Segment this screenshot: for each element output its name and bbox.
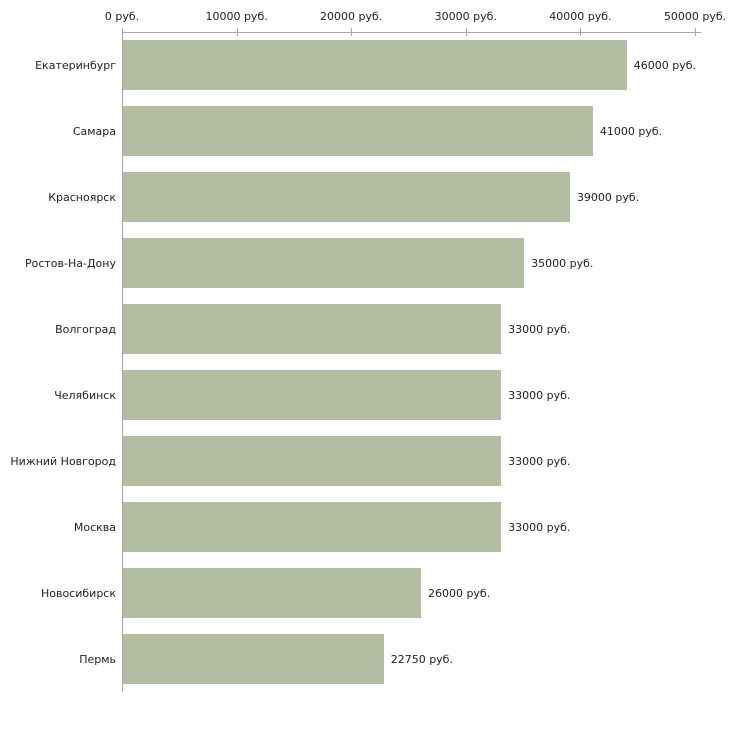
bar-row: Нижний Новгород 33000 руб. xyxy=(0,428,730,494)
bar xyxy=(123,304,502,354)
bar-row: Новосибирск 26000 руб. xyxy=(0,560,730,626)
x-tick-mark xyxy=(465,28,467,36)
value-label: 33000 руб. xyxy=(508,388,571,402)
bar-row: Ростов-На-Дону 35000 руб. xyxy=(0,230,730,296)
x-axis-line xyxy=(122,32,701,33)
value-label: 39000 руб. xyxy=(576,190,640,204)
bar-row: Волгоград 33000 руб. xyxy=(0,296,730,362)
bar xyxy=(123,172,570,222)
x-tick-label: 20000 руб. xyxy=(320,10,383,23)
value-label: 22750 руб. xyxy=(390,652,453,666)
category-label: Москва xyxy=(73,520,116,534)
category-label: Самара xyxy=(72,124,116,138)
x-tick-mark xyxy=(236,28,238,36)
bar-row: Москва 33000 руб. xyxy=(0,494,730,560)
x-tick-mark xyxy=(122,28,123,36)
bar xyxy=(123,502,502,552)
category-label: Ростов-На-Дону xyxy=(24,256,116,270)
plot-area: 41000 руб. xyxy=(123,106,696,156)
plot-area: 33000 руб. xyxy=(123,502,696,552)
category-label: Красноярск xyxy=(48,190,116,204)
x-tick-mark xyxy=(351,28,353,36)
category-label: Пермь xyxy=(79,652,116,666)
value-label: 33000 руб. xyxy=(508,520,571,534)
x-tick-mark xyxy=(695,28,696,36)
category-label: Новосибирск xyxy=(40,586,116,600)
category-label: Екатеринбург xyxy=(35,58,116,72)
value-label: 33000 руб. xyxy=(508,322,571,336)
bar-row: Екатеринбург 46000 руб. xyxy=(0,32,730,98)
bar-row: Красноярск 39000 руб. xyxy=(0,164,730,230)
bar xyxy=(123,436,502,486)
plot-area: 26000 руб. xyxy=(123,568,696,618)
x-tick-label: 0 руб. xyxy=(104,10,140,23)
category-label: Челябинск xyxy=(54,388,116,402)
plot-area: 22750 руб. xyxy=(123,634,696,684)
bar xyxy=(123,568,421,618)
plot-area: 33000 руб. xyxy=(123,304,696,354)
value-label: 26000 руб. xyxy=(427,586,491,600)
plot-area: 39000 руб. xyxy=(123,172,696,222)
bar xyxy=(123,106,593,156)
bar-row: Самара 41000 руб. xyxy=(0,98,730,164)
value-label: 35000 руб. xyxy=(531,256,594,270)
bar-row: Пермь 22750 руб. xyxy=(0,626,730,692)
plot-area: 35000 руб. xyxy=(123,238,696,288)
chart-rows: Екатеринбург 46000 руб. Самара 41000 руб. Кр… xyxy=(0,32,730,692)
plot-area: 33000 руб. xyxy=(123,436,696,486)
y-axis-line xyxy=(122,32,123,692)
x-tick-label: 50000 руб. xyxy=(663,10,727,23)
x-tick-label: 10000 руб. xyxy=(205,10,268,23)
bar xyxy=(123,238,525,288)
bar xyxy=(123,370,502,420)
x-tick-label: 30000 руб. xyxy=(434,10,497,23)
bar xyxy=(123,634,384,684)
x-tick-label: 40000 руб. xyxy=(549,10,612,23)
bar-row: Челябинск 33000 руб. xyxy=(0,362,730,428)
category-label: Волгоград xyxy=(55,322,116,336)
value-label: 46000 руб. xyxy=(633,58,696,72)
category-label: Нижний Новгород xyxy=(10,454,116,468)
value-label: 33000 руб. xyxy=(508,454,571,468)
value-label: 41000 руб. xyxy=(599,124,663,138)
plot-area: 33000 руб. xyxy=(123,370,696,420)
x-tick-mark xyxy=(580,28,582,36)
bar xyxy=(123,40,627,90)
plot-area: 46000 руб. xyxy=(123,40,696,90)
